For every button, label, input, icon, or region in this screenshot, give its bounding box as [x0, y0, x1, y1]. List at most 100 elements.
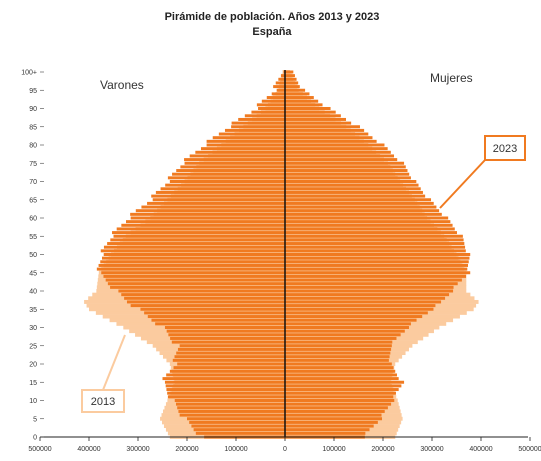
legend-callout-2013: 2013 — [81, 334, 126, 413]
bar-2023-men-age-52 — [103, 245, 285, 249]
bar-2023-women-age-3 — [285, 424, 374, 428]
bar-2023-men-age-39 — [121, 293, 285, 297]
bar-2023-men-age-76 — [184, 158, 285, 162]
y-tick-label-10: 10 — [29, 398, 37, 405]
bar-2023-men-age-57 — [116, 227, 285, 231]
bar-2023-men-age-1 — [195, 431, 285, 435]
bar-2023-women-age-20 — [285, 362, 392, 366]
bar-2023-women-age-34 — [285, 311, 428, 315]
bar-2023-women-age-68 — [285, 187, 421, 191]
bar-2023-women-age-95 — [285, 88, 306, 92]
bar-2023-men-age-20 — [177, 362, 285, 366]
bar-2023-women-age-59 — [285, 220, 451, 224]
bar-2023-women-age-81 — [285, 139, 377, 143]
bar-2023-women-age-9 — [285, 402, 392, 406]
bar-2023-men-age-60 — [130, 216, 285, 220]
bar-2023-women-age-100 — [285, 70, 294, 74]
bar-2023-women-age-50 — [285, 253, 471, 256]
y-tick-label-70: 70 — [29, 179, 37, 186]
bar-2023-men-age-85 — [231, 125, 285, 129]
bar-2023-men-age-9 — [175, 402, 285, 406]
bar-2023-women-age-69 — [285, 183, 419, 187]
bar-2023-women-age-72 — [285, 172, 410, 176]
bar-2023-women-age-76 — [285, 158, 398, 162]
bar-2023-women-age-58 — [285, 223, 453, 227]
bar-2023-men-age-12 — [167, 391, 285, 395]
bar-2023-men-age-75 — [184, 161, 285, 165]
bar-2023-men-age-86 — [231, 121, 285, 125]
bar-2023-men-age-81 — [206, 139, 285, 143]
bar-2023-women-age-56 — [285, 231, 457, 235]
bar-2023-women-age-44 — [285, 274, 467, 278]
bar-2023-men-age-41 — [110, 285, 285, 289]
bar-2023-men-age-24 — [177, 347, 285, 351]
bar-2023-men-age-92 — [261, 99, 285, 103]
bar-2023-women-age-24 — [285, 347, 392, 351]
bar-2023-women-age-46 — [285, 267, 468, 271]
bar-2023-women-age-1 — [285, 431, 366, 435]
bar-2023-men-age-79 — [200, 147, 285, 151]
x-axis-ticks: 500000 400000 300000 200000 100000 0 100000 200… — [28, 437, 541, 453]
bar-2023-women-age-30 — [285, 326, 409, 329]
bar-2023-men-age-70 — [169, 180, 285, 183]
bar-2023-women-age-55 — [285, 234, 463, 238]
y-tick-label-25: 25 — [29, 343, 37, 350]
bar-2023-women-age-11 — [285, 395, 394, 399]
y-tick-label-40: 40 — [29, 289, 37, 296]
bar-2023-women-age-53 — [285, 242, 465, 246]
bar-2023-women-age-36 — [285, 304, 436, 308]
bar-2023-women-age-78 — [285, 150, 391, 154]
bar-2023-men-age-18 — [169, 369, 285, 373]
bar-2023-men-age-35 — [140, 307, 285, 311]
bar-2023-women-age-99 — [285, 74, 295, 78]
y-tick-label-15: 15 — [29, 380, 37, 387]
bar-2023-women-age-96 — [285, 85, 300, 89]
bar-2023-women-age-13 — [285, 388, 399, 392]
bar-2023-women-age-25 — [285, 344, 392, 348]
bar-2023-men-age-32 — [151, 318, 285, 322]
bar-2023-women-age-62 — [285, 209, 440, 213]
bar-2023-women-age-84 — [285, 128, 365, 132]
y-tick-label-55: 55 — [29, 234, 37, 241]
x-tick-label-4: 100000 — [224, 446, 247, 453]
y-tick-label-60: 60 — [29, 216, 37, 223]
y-tick-label-50: 50 — [29, 252, 37, 259]
bar-2023-women-age-89 — [285, 110, 336, 114]
bar-2023-women-age-29 — [285, 329, 405, 333]
bar-2023-women-age-60 — [285, 216, 449, 220]
bar-2023-women-age-17 — [285, 373, 397, 377]
callout-line-2013 — [102, 334, 126, 391]
bar-2023-men-age-44 — [103, 274, 286, 278]
bar-2023-women-age-21 — [285, 358, 389, 362]
y-tick-label-65: 65 — [29, 197, 37, 204]
bar-2023-women-age-8 — [285, 406, 388, 410]
bar-2023-men-age-59 — [126, 220, 285, 224]
x-tick-label-6: 100000 — [322, 446, 345, 453]
bar-2023-women-age-18 — [285, 369, 396, 373]
bar-2023-men-age-10 — [174, 399, 285, 402]
y-tick-label-100: 100+ — [21, 70, 37, 77]
bar-2023-men-age-43 — [105, 278, 285, 282]
bar-2023-women-age-26 — [285, 340, 393, 344]
x-tick-label-5: 0 — [283, 446, 287, 453]
x-tick-label-10: 500000 — [518, 446, 541, 453]
bar-2023-men-age-48 — [100, 260, 286, 264]
bar-2023-men-age-21 — [172, 358, 285, 362]
bar-2023-men-age-31 — [155, 322, 285, 326]
bar-2023-men-age-62 — [135, 209, 285, 213]
bar-2023-women-age-4 — [285, 420, 378, 424]
bar-2023-women-age-57 — [285, 227, 455, 231]
bar-2023-women-age-82 — [285, 136, 373, 140]
bar-2023-men-age-51 — [100, 249, 285, 253]
bar-2023-men-age-97 — [275, 81, 285, 85]
callout-box-2023 — [484, 135, 526, 161]
bar-2023-women-age-52 — [285, 245, 466, 249]
bar-2023-men-age-99 — [280, 74, 285, 78]
bar-2023-women-age-6 — [285, 413, 382, 417]
bar-2023-women-age-71 — [285, 176, 411, 180]
bar-2023-men-age-53 — [107, 242, 285, 246]
bar-2023-men-age-58 — [121, 223, 285, 227]
bar-2023-men-age-5 — [187, 417, 285, 421]
bar-2023-men-age-27 — [170, 336, 285, 340]
